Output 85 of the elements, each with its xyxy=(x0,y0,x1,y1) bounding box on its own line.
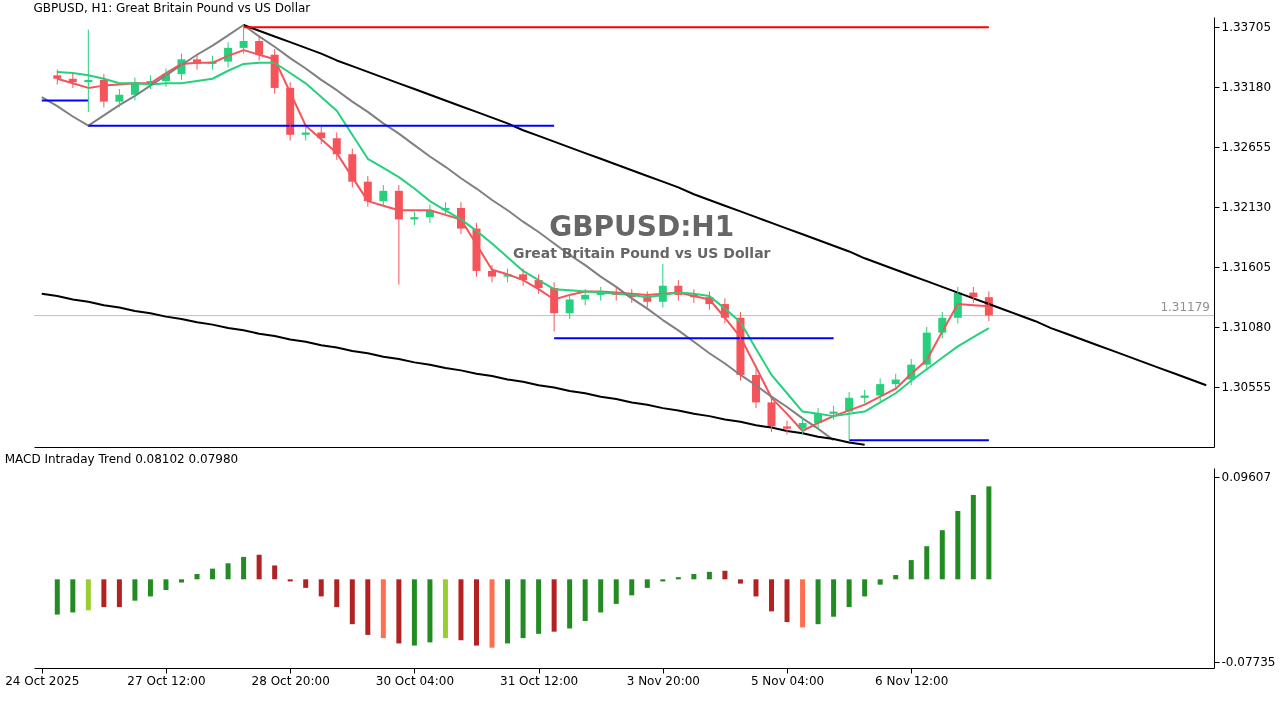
bar xyxy=(101,579,107,608)
bar xyxy=(939,530,945,580)
x-tick-label: 6 Nov 12:00 xyxy=(875,673,949,688)
y-tick-label: 0.09607 xyxy=(1221,470,1272,485)
bar xyxy=(551,579,557,632)
bar xyxy=(753,579,759,597)
bar xyxy=(970,494,976,580)
bar xyxy=(800,579,806,628)
bar xyxy=(116,579,122,608)
bar xyxy=(520,579,526,639)
bar xyxy=(318,579,324,597)
bar xyxy=(85,579,91,611)
bar xyxy=(675,577,681,580)
bar xyxy=(241,556,247,580)
bar xyxy=(163,579,169,591)
bar xyxy=(737,579,743,584)
y-tick-label: 1.31605 xyxy=(1221,260,1272,275)
bar xyxy=(272,565,278,580)
annotation: GBPUSD:H1 xyxy=(549,209,735,243)
y-tick-label: 1.32655 xyxy=(1221,140,1272,155)
bar xyxy=(722,570,728,580)
bar xyxy=(442,579,448,639)
bar xyxy=(54,579,60,615)
bar xyxy=(132,579,138,601)
y-tick-label: 1.33705 xyxy=(1221,20,1272,35)
bar xyxy=(862,579,868,597)
chart-title: MACD Intraday Trend 0.08102 0.07980 xyxy=(4,452,239,466)
line-series xyxy=(40,24,835,442)
bar xyxy=(334,579,340,608)
bar xyxy=(691,573,697,580)
y-tick-label: -0.07735 xyxy=(1221,655,1276,670)
bar xyxy=(210,568,216,580)
bar xyxy=(427,579,433,643)
bar xyxy=(179,579,184,583)
bar xyxy=(784,579,790,623)
bar xyxy=(613,579,619,604)
x-tick-label: 3 Nov 20:00 xyxy=(626,673,700,688)
x-tick-label: 24 Oct 2025 xyxy=(5,673,80,688)
bar xyxy=(458,579,464,641)
y-tick-label: 1.30555 xyxy=(1221,380,1272,395)
y-tick-label: 1.32130 xyxy=(1221,200,1272,215)
bar xyxy=(365,579,371,635)
bar xyxy=(660,579,666,582)
bar xyxy=(70,579,76,613)
bar xyxy=(877,579,883,585)
bar xyxy=(536,579,542,634)
bar xyxy=(815,579,821,625)
x-tick-label: 27 Oct 12:00 xyxy=(127,673,206,688)
bar xyxy=(644,579,650,588)
x-tick-label: 30 Oct 04:00 xyxy=(375,673,455,688)
bar xyxy=(474,579,479,646)
bar xyxy=(769,579,774,612)
bar xyxy=(505,579,511,644)
bar xyxy=(629,579,635,596)
candlestick xyxy=(783,420,792,435)
chart-title: GBPUSD, H1: Great Britain Pound vs US Dollar xyxy=(33,1,311,15)
bar xyxy=(831,579,837,617)
line-series xyxy=(242,24,1208,387)
bar xyxy=(489,579,495,648)
bar xyxy=(893,575,899,580)
x-tick-label: 28 Oct 20:00 xyxy=(251,673,330,688)
bar xyxy=(225,563,231,580)
bar xyxy=(380,579,386,639)
x-tick-label: 31 Oct 12:00 xyxy=(499,673,579,688)
ref-line-label: 1.31179 xyxy=(1160,299,1210,314)
y-tick-label: 1.33180 xyxy=(1221,80,1272,95)
bar xyxy=(287,579,293,582)
bar xyxy=(349,579,355,625)
bar xyxy=(955,510,961,580)
bar xyxy=(908,560,914,580)
x-tick-label: 5 Nov 04:00 xyxy=(750,673,825,688)
bar xyxy=(598,579,604,613)
bar xyxy=(986,486,992,580)
bar xyxy=(396,579,402,644)
bar xyxy=(256,554,262,580)
bar xyxy=(924,546,930,580)
bar xyxy=(567,579,573,629)
bar xyxy=(303,579,309,588)
bar xyxy=(582,579,588,621)
bar xyxy=(846,579,852,608)
bar xyxy=(147,579,153,597)
bar xyxy=(411,579,417,646)
bar xyxy=(706,571,712,580)
y-tick-label: 1.31080 xyxy=(1221,320,1272,335)
bar xyxy=(194,573,200,580)
